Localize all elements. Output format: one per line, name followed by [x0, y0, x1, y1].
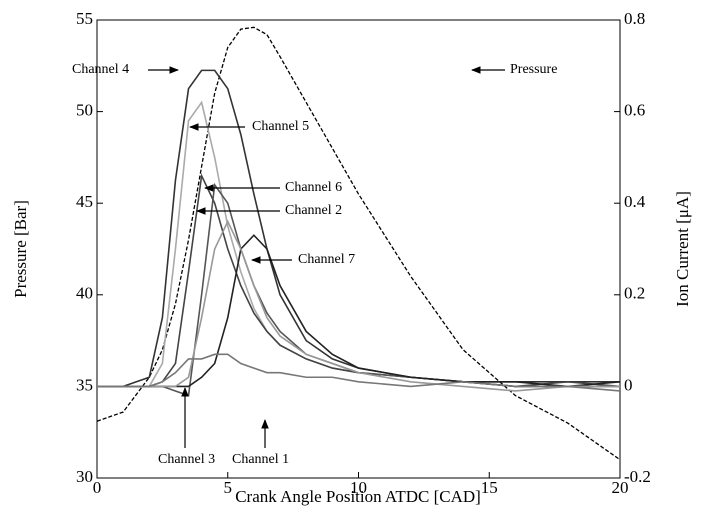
y2-tick-label: 0.2 — [624, 284, 645, 303]
y-tick-label: 50 — [76, 101, 93, 120]
y2-tick-label: 0 — [624, 375, 633, 394]
series-line — [97, 69, 620, 388]
y-tick-label: 30 — [76, 467, 93, 486]
annotation: Channel 3 — [158, 452, 215, 467]
x-tick-label: 20 — [612, 478, 629, 497]
series-line — [97, 219, 620, 392]
y2-tick-label: 0.8 — [624, 9, 645, 28]
y2-tick-label: -0.2 — [624, 467, 651, 486]
annotation: Channel 4 — [72, 62, 129, 77]
y-tick-label: 55 — [76, 9, 93, 28]
annotation: Channel 2 — [285, 203, 342, 218]
annotation: Pressure — [510, 62, 557, 77]
annotation: Channel 5 — [252, 119, 309, 134]
series-line — [96, 26, 621, 461]
y2-tick-label: 0.4 — [624, 192, 646, 211]
series-line — [97, 172, 621, 388]
y-tick-label: 45 — [76, 192, 93, 211]
y2-axis-label: Ion Current [μA] — [673, 191, 692, 307]
x-tick-label: 10 — [350, 478, 367, 497]
y-tick-label: 35 — [76, 375, 93, 394]
y2-tick-label: 0.6 — [624, 101, 645, 120]
x-tick-label: 5 — [224, 478, 233, 497]
y-axis-label: Pressure [Bar] — [11, 200, 30, 298]
series-line — [97, 100, 620, 388]
annotation: Channel 7 — [298, 252, 355, 267]
x-axis-label: Crank Angle Position ATDC [CAD] — [235, 487, 481, 506]
series-line — [97, 353, 621, 392]
annotation: Channel 1 — [232, 452, 289, 467]
annotation: Channel 6 — [285, 180, 342, 195]
x-tick-label: 15 — [481, 478, 498, 497]
x-tick-label: 0 — [93, 478, 102, 497]
y-tick-label: 40 — [76, 284, 93, 303]
